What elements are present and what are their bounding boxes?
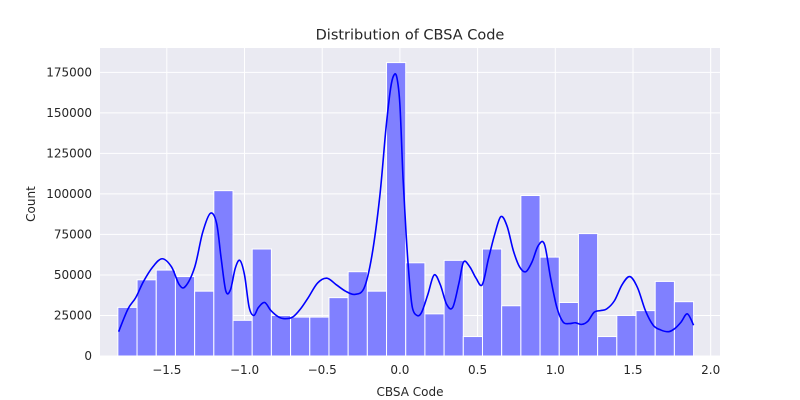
chart-title: Distribution of CBSA Code [316,28,505,44]
x-axis-label: CBSA Code [377,385,444,399]
x-tick-label: 0.5 [468,363,487,377]
histogram-bar [424,313,445,357]
histogram-bar [654,280,675,357]
y-tick-label: 0 [84,349,92,363]
histogram-bar [155,269,176,357]
y-axis-ticks: 0 25000 50000 75000 100000 125000 150000 175000 [46,65,92,363]
histogram-bar [673,301,695,357]
histogram-bar [136,279,157,357]
histogram-bar [290,316,311,357]
histogram-bar [309,316,330,357]
y-tick-label: 50000 [54,268,92,282]
kde-curve [117,73,695,333]
x-tick-label: −0.5 [308,363,337,377]
histogram-bars [117,62,695,357]
x-tick-label: 0.0 [390,363,409,377]
histogram-bar [635,310,656,357]
y-tick-label: 25000 [54,308,92,322]
histogram-bar [501,305,522,357]
histogram-bar [520,195,541,357]
x-tick-label: 1.0 [546,363,565,377]
y-tick-label: 175000 [46,65,92,79]
x-tick-label: −1.0 [230,363,259,377]
y-tick-label: 125000 [46,146,92,160]
histogram-bar [597,336,618,357]
x-tick-label: 2.0 [701,363,720,377]
y-axis-label: Count [24,186,38,222]
histogram-bar [366,290,388,357]
histogram-bar [232,319,253,357]
y-tick-label: 100000 [46,187,92,201]
histogram-bar [174,276,196,357]
x-tick-label: 1.5 [623,363,642,377]
x-axis-ticks: −1.5 −1.0 −0.5 0.0 0.5 1.0 1.5 2.0 [152,363,720,377]
histogram-bar [462,336,483,357]
histogram-bar [577,233,599,357]
histogram-bar [558,302,579,357]
y-tick-label: 75000 [54,227,92,241]
y-tick-label: 150000 [46,106,92,120]
histogram-bar [347,271,368,357]
x-tick-label: −1.5 [152,363,181,377]
histogram-bar [616,314,637,357]
histogram-bar [117,306,138,357]
histogram-bar [328,297,349,357]
histogram-bar [481,248,503,357]
histogram-bar [386,62,407,357]
histogram-bar [251,248,272,357]
histogram-bar [194,290,215,357]
histogram-bar [270,314,292,357]
